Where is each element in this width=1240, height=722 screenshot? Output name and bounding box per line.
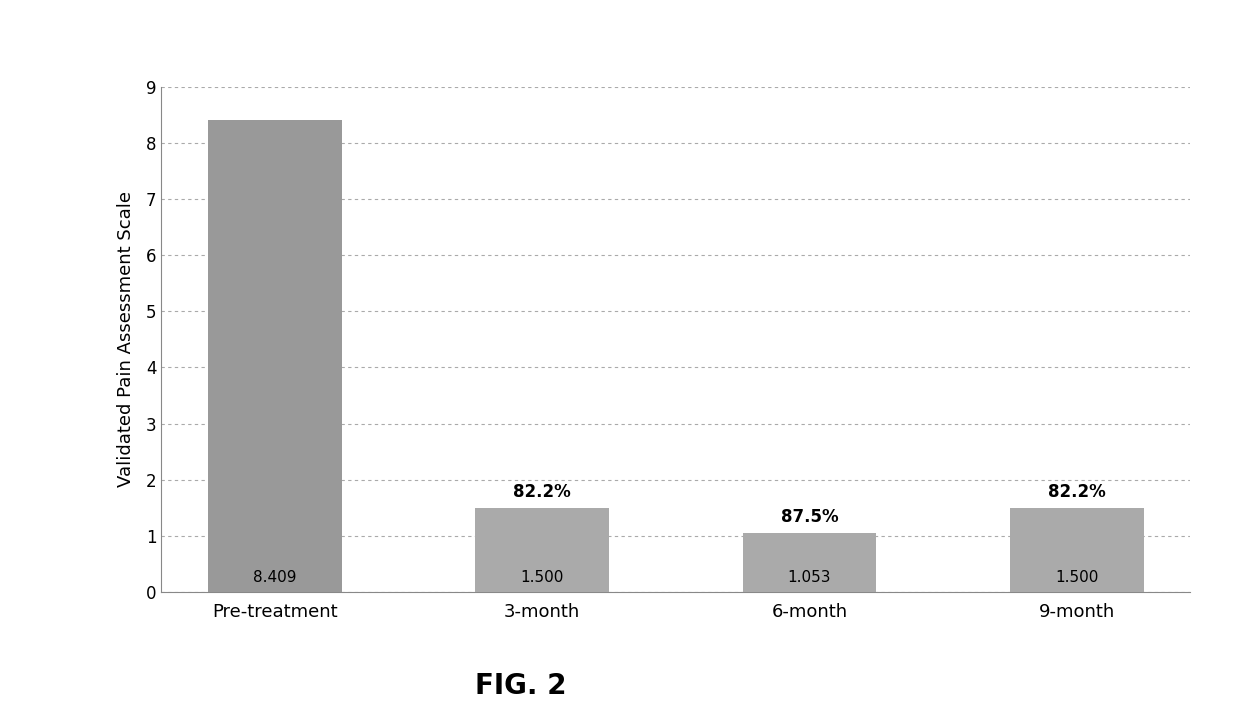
Text: 82.2%: 82.2% — [513, 483, 570, 501]
Text: 87.5%: 87.5% — [781, 508, 838, 526]
Text: 1.500: 1.500 — [1055, 570, 1099, 586]
Text: 8.409: 8.409 — [253, 570, 296, 586]
Bar — [1009, 508, 1143, 592]
Y-axis label: Validated Pain Assessment Scale: Validated Pain Assessment Scale — [117, 191, 135, 487]
Bar — [208, 120, 342, 592]
Bar — [743, 533, 877, 592]
Text: 1.053: 1.053 — [787, 570, 831, 586]
Text: 82.2%: 82.2% — [1048, 483, 1106, 501]
Bar — [475, 508, 609, 592]
Text: FIG. 2: FIG. 2 — [475, 672, 567, 700]
Text: 1.500: 1.500 — [521, 570, 564, 586]
